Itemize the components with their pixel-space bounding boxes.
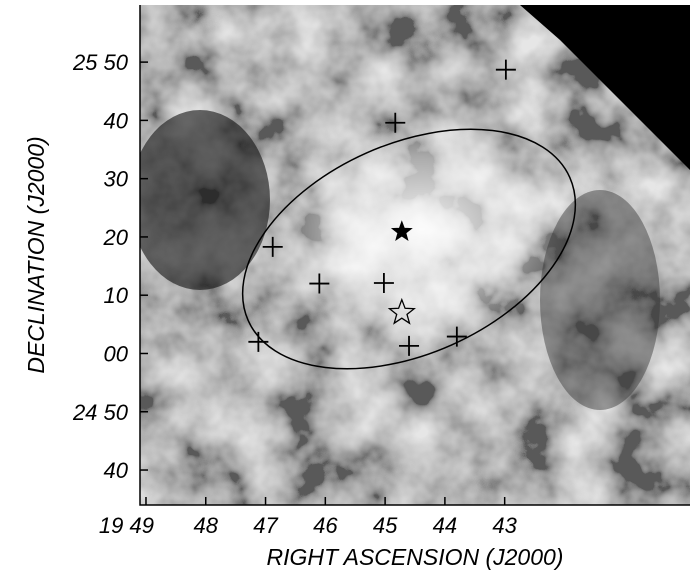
sky-image <box>140 5 690 505</box>
x-axis-label: RIGHT ASCENSION (J2000) <box>267 544 564 570</box>
cross-marker <box>399 335 420 356</box>
y-tick-label: 00 <box>104 341 129 366</box>
cross-marker <box>373 272 394 293</box>
x-tick-label: 46 <box>313 513 338 538</box>
open-star-marker <box>387 297 416 325</box>
ellipse-region <box>241 128 577 370</box>
cross-marker <box>262 236 283 257</box>
x-tick-label: 44 <box>433 513 457 538</box>
cross-marker <box>495 59 516 80</box>
y-tick-label: 10 <box>104 283 129 308</box>
axes-frame <box>139 5 690 506</box>
y-tick-label: 40 <box>104 108 129 133</box>
cross-marker <box>446 326 467 347</box>
y-tick-label: 40 <box>104 458 129 483</box>
x-tick-label: 48 <box>194 513 219 538</box>
y-tick-label: 25 50 <box>72 50 129 75</box>
x-tick-label: 19 49 <box>99 513 154 538</box>
x-tick-label: 45 <box>373 513 398 538</box>
y-tick-label: 20 <box>103 225 129 250</box>
cross-marker <box>309 273 330 294</box>
cross-marker <box>385 112 406 133</box>
y-tick-label: 30 <box>104 167 129 192</box>
filled-star-marker <box>390 220 413 241</box>
x-tick-label: 43 <box>492 513 517 538</box>
x-tick-label: 47 <box>253 513 278 538</box>
y-tick-label: 24 50 <box>72 400 129 425</box>
y-axis-label: DECLINATION (J2000) <box>23 136 49 373</box>
cross-marker <box>248 331 269 352</box>
